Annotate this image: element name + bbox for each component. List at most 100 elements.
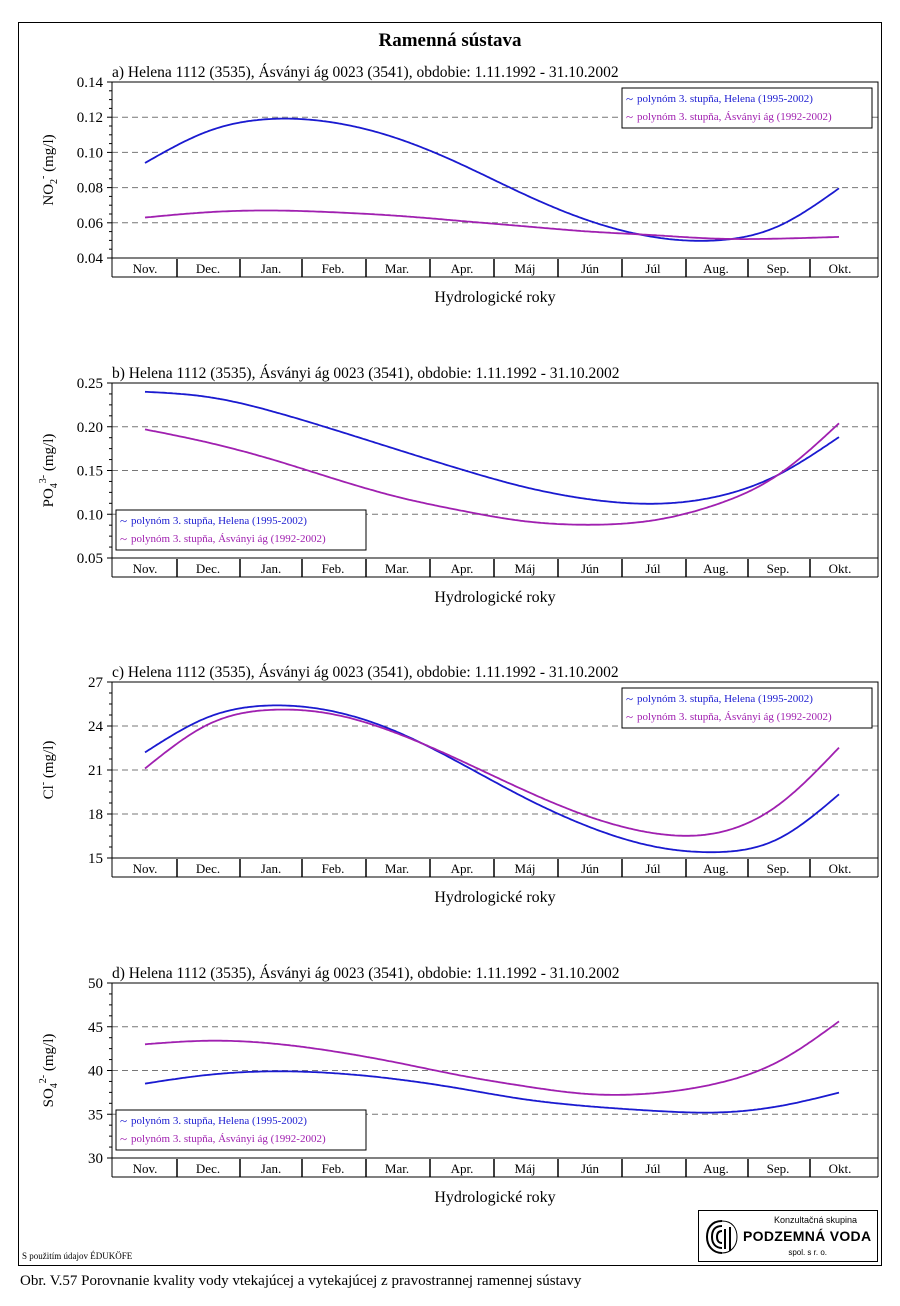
y-tick-label: 0.06 (77, 216, 104, 232)
x-tick-label: Jan. (261, 561, 282, 576)
y-tick-label: 0.14 (77, 75, 104, 91)
x-tick-label: Dec. (196, 561, 220, 576)
legend-item-helena: polynóm 3. stupňa, Helena (1995-2002) (131, 1115, 307, 1127)
figure-frame (18, 22, 882, 1266)
legend-box (115, 1109, 367, 1151)
y-tick-label: 0.10 (77, 145, 103, 161)
y-tick-label: 40 (88, 1064, 103, 1080)
series-line-helena (144, 704, 840, 854)
x-tick-label: Dec. (196, 1161, 220, 1176)
chart-so4: d) Helena 1112 (3535), Ásványi ág 0023 (… (38, 965, 879, 1206)
legend-box (115, 509, 367, 551)
x-tick-label: Okt. (829, 1161, 852, 1176)
x-tick-label: Jan. (261, 261, 282, 276)
y-tick-label: 0.08 (77, 181, 103, 197)
y-axis-title-superscript: 3- (38, 475, 49, 483)
x-tick-label: Máj (515, 561, 536, 576)
plot-border (111, 382, 879, 559)
series-line-asvanyi (144, 209, 840, 240)
y-axis-title-unit: (mg/l) (41, 134, 57, 175)
chart-po4: b) Helena 1112 (3535), Ásványi ág 0023 (… (38, 365, 879, 606)
legend-item-helena: polynóm 3. stupňa, Helena (1995-2002) (131, 515, 307, 527)
y-axis-title: Cl- (mg/l) (38, 741, 57, 800)
x-tick-label: Sep. (767, 861, 790, 876)
y-tick-label: 45 (88, 1020, 103, 1036)
y-axis-title-subscript: 2 (49, 179, 60, 184)
x-tick-label: Okt. (829, 561, 852, 576)
y-axis-title-main: Cl (41, 785, 57, 799)
x-tick-label: Aug. (703, 261, 729, 276)
series-line-helena (144, 390, 840, 505)
x-tick-label: Jún (581, 1161, 600, 1176)
x-axis-title: Hydrologické roky (434, 589, 555, 606)
y-tick-label: 0.04 (77, 251, 104, 267)
x-tick-label: Júl (645, 861, 661, 876)
x-tick-label: Jún (581, 561, 600, 576)
y-axis-title: NO2- (mg/l) (38, 134, 60, 205)
x-tick-label: Nov. (133, 861, 158, 876)
x-tick-label: Sep. (767, 561, 790, 576)
y-tick-label: 0.25 (77, 376, 103, 392)
y-axis-title-superscript: - (38, 176, 49, 179)
x-tick-label: Jan. (261, 1161, 282, 1176)
x-tick-label: Feb. (322, 861, 345, 876)
x-tick-label: Júl (645, 561, 661, 576)
y-tick-label: 27 (88, 675, 104, 691)
y-tick-label: 0.05 (77, 551, 103, 567)
x-tick-label: Máj (515, 1161, 536, 1176)
y-tick-label: 50 (88, 976, 103, 992)
y-axis-title-superscript: 2- (38, 1075, 49, 1083)
legend-swatch-icon: ~ (120, 1113, 127, 1128)
x-tick-label: Okt. (829, 261, 852, 276)
x-axis-title: Hydrologické roky (434, 889, 555, 906)
x-tick-label: Feb. (322, 1161, 345, 1176)
y-tick-label: 35 (88, 1107, 103, 1123)
legend-item-helena: polynóm 3. stupňa, Helena (1995-2002) (637, 93, 813, 105)
source-note: S použitím údajov ÉDUKÖFE (22, 1251, 133, 1261)
logo-mark-icon (705, 1220, 738, 1254)
y-axis-title: SO42- (mg/l) (38, 1034, 60, 1108)
series-line-helena (144, 1070, 840, 1114)
x-tick-label: Mar. (385, 861, 409, 876)
y-axis-title-unit: (mg/l) (41, 1034, 57, 1075)
legend-item-asvanyi: polynóm 3. stupňa, Ásványi ág (1992-2002… (637, 711, 832, 723)
y-tick-label: 0.20 (77, 420, 103, 436)
y-tick-label: 24 (88, 719, 104, 735)
x-tick-label: Máj (515, 861, 536, 876)
chart-heading: c) Helena 1112 (3535), Ásványi ág 0023 (… (112, 664, 619, 681)
x-tick-label: Júl (645, 261, 661, 276)
legend-item-helena: polynóm 3. stupňa, Helena (1995-2002) (637, 693, 813, 705)
y-axis-title-unit: (mg/l) (41, 741, 57, 782)
y-axis-title-superscript: - (38, 782, 49, 785)
x-tick-label: Jún (581, 861, 600, 876)
x-tick-label: Aug. (703, 561, 729, 576)
y-tick-label: 0.15 (77, 464, 103, 480)
legend-box (621, 87, 873, 129)
x-tick-label: Mar. (385, 1161, 409, 1176)
x-tick-label: Sep. (767, 261, 790, 276)
y-tick-label: 0.10 (77, 507, 103, 523)
y-axis-title-main: SO (41, 1088, 57, 1107)
chart-no2: a) Helena 1112 (3535), Ásványi ág 0023 (… (38, 64, 879, 306)
legend-box (621, 687, 873, 729)
chart-cl: c) Helena 1112 (3535), Ásványi ág 0023 (… (38, 664, 879, 906)
logo-main-text: PODZEMNÁ VODA (743, 1228, 872, 1244)
x-tick-label: Jan. (261, 861, 282, 876)
legend-item-asvanyi: polynóm 3. stupňa, Ásványi ág (1992-2002… (637, 111, 832, 123)
y-tick-label: 0.12 (77, 110, 103, 126)
x-tick-label: Jún (581, 261, 600, 276)
x-tick-label: Apr. (451, 561, 474, 576)
y-axis-title-subscript: 4 (49, 483, 60, 488)
series-line-helena (144, 117, 840, 242)
company-logo: Konzultačná skupina PODZEMNÁ VODA spol. … (698, 1210, 878, 1262)
legend-item-asvanyi: polynóm 3. stupňa, Ásványi ág (1992-2002… (131, 1133, 326, 1145)
x-tick-label: Sep. (767, 1161, 790, 1176)
x-tick-label: Aug. (703, 861, 729, 876)
x-tick-label: Dec. (196, 261, 220, 276)
x-axis-title: Hydrologické roky (434, 1189, 555, 1206)
y-tick-label: 30 (88, 1151, 103, 1167)
legend-swatch-icon: ~ (120, 1131, 127, 1146)
x-tick-label: Dec. (196, 861, 220, 876)
x-axis-title: Hydrologické roky (434, 289, 555, 306)
series-line-asvanyi (144, 1020, 840, 1096)
